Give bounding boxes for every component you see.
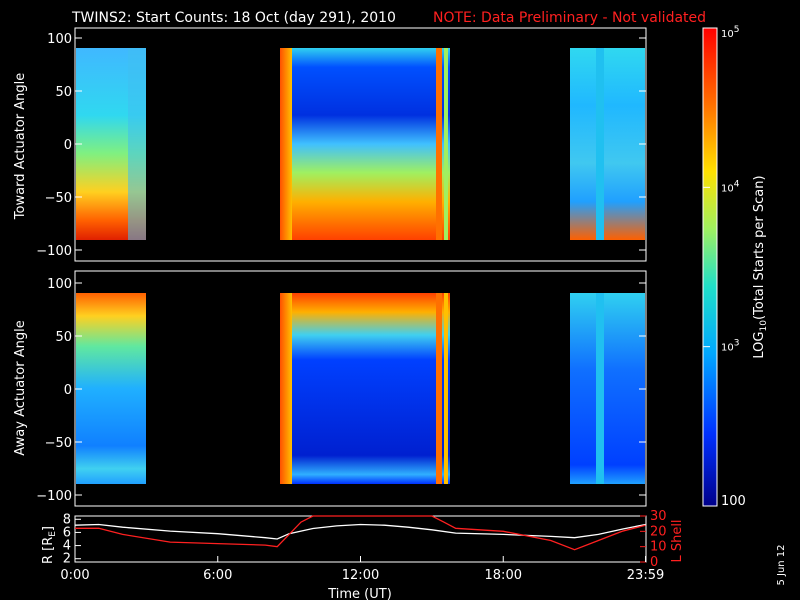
away-heatmap-panel: 100 50 0 −50 −100 Away Actuator Angle [13, 270, 647, 507]
r-axis-label: R [RE] [41, 526, 58, 564]
toward-y-ticks [75, 37, 646, 251]
colorbar-label-sub: 10 [759, 320, 769, 332]
toward-axis-label: Toward Actuator Angle [13, 73, 28, 220]
toward-tick-label: 100 [47, 32, 72, 47]
colorbar-label-rest: (Total Starts per Scan) [752, 175, 767, 320]
colorbar-tick-label: 105 [721, 25, 739, 40]
away-tick-label: −50 [45, 436, 72, 451]
away-heatmap-cells [76, 293, 645, 484]
l-tick-label: 30 [650, 509, 667, 524]
orbit-lines [74, 515, 646, 551]
colorbar: 105 104 103 100 LOG10(Total Starts per Sca… [702, 25, 769, 509]
toward-tick-label: 0 [64, 138, 72, 153]
l-shell-axis-label: L Shell [670, 519, 685, 562]
toward-tick-label: −50 [45, 191, 72, 206]
x-axis-label: Time (UT) [327, 587, 392, 600]
away-tick-label: 50 [55, 330, 72, 345]
r-tick-label: 6 [63, 525, 71, 540]
toward-tick-label: 50 [55, 85, 72, 100]
l-tick-label: 20 [650, 524, 667, 539]
r-tick-label: 8 [63, 512, 71, 527]
colorbar-gradient [702, 27, 718, 507]
toward-heatmap-cells [76, 48, 645, 240]
colorbar-tick-label: 104 [721, 179, 740, 194]
r-axis-label-subscript: E [48, 531, 58, 537]
away-tick-label: −100 [36, 489, 72, 504]
x-tick-label: 0:00 [60, 568, 89, 583]
colorbar-bottom-label: 100 [721, 494, 746, 509]
r-axis-label-text: R [R [41, 537, 56, 564]
away-tick-label: 100 [47, 277, 72, 292]
colorbar-tick-label: 103 [721, 339, 739, 354]
away-y-ticks [75, 282, 646, 496]
date-stamp: 5 Jun 12 [776, 544, 787, 585]
x-tick-label: 12:00 [342, 568, 379, 583]
preliminary-note: NOTE: Data Preliminary - Not validated [433, 10, 706, 26]
x-tick-label: 6:00 [203, 568, 232, 583]
r-axis-label-close: ] [41, 526, 56, 531]
colorbar-ticks: 105 104 103 [703, 25, 740, 354]
l-tick-label: 0 [650, 555, 658, 570]
colorbar-label-log: LOG [752, 332, 767, 359]
x-tick-label: 18:00 [485, 568, 522, 583]
r-distance-line [74, 523, 646, 540]
l-tick-label: 10 [650, 540, 667, 555]
r-tick-label: 2 [63, 552, 71, 567]
away-tick-label: 0 [64, 383, 72, 398]
colorbar-label: LOG10(Total Starts per Scan) [752, 175, 769, 358]
toward-heatmap-panel: 100 50 0 −50 −100 Toward Actuator Angle [13, 27, 647, 262]
chart-title: TWINS2: Start Counts: 18 Oct (day 291), … [71, 10, 396, 26]
x-tick-label: 23:59 [627, 568, 664, 583]
r-tick-label: 4 [63, 539, 71, 554]
away-axis-label: Away Actuator Angle [13, 320, 28, 455]
toward-tick-label: −100 [36, 244, 72, 259]
l-shell-line [75, 515, 646, 551]
